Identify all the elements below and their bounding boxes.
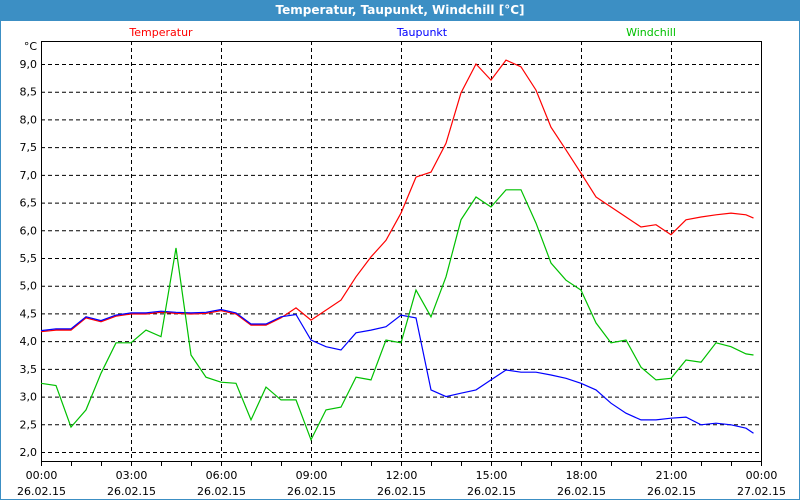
x-tick-time: 12:00 <box>386 469 418 482</box>
legend-taupunkt: Taupunkt <box>396 26 448 39</box>
x-tick-date: 26.02.15 <box>467 485 516 498</box>
x-tick-date: 26.02.15 <box>107 485 156 498</box>
x-tick-time: 21:00 <box>656 469 688 482</box>
axes <box>41 41 762 466</box>
x-tick-date: 26.02.15 <box>377 485 426 498</box>
y-tick-label: 3,0 <box>20 391 38 404</box>
x-tick-time: 00:00 <box>746 469 778 482</box>
y-tick-label: 7,5 <box>20 141 38 154</box>
chart-title: Temperatur, Taupunkt, Windchill [°C] <box>0 0 800 21</box>
x-tick-date: 26.02.15 <box>287 485 336 498</box>
series-lines <box>40 59 754 442</box>
y-tick-label: 5,0 <box>20 280 38 293</box>
tick-labels: 2,0 2,5 3,0 3,5 4,0 4,5 5,0 5,5 6,0 6,5 7,0 7,5 8,0 8… <box>17 40 786 498</box>
legend: Temperatur Taupunkt Windchill <box>128 26 676 39</box>
x-tick-date: 26.02.15 <box>197 485 246 498</box>
y-tick-label: 8,0 <box>20 113 38 126</box>
y-tick-label: 8,5 <box>20 86 38 99</box>
y-tick-label: 4,5 <box>20 307 38 320</box>
x-tick-time: 03:00 <box>116 469 148 482</box>
x-tick-time: 09:00 <box>296 469 328 482</box>
x-tick-time: 06:00 <box>206 469 238 482</box>
x-tick-date: 26.02.15 <box>647 485 696 498</box>
y-axis-unit: °C <box>24 40 38 53</box>
y-tick-label: 4,0 <box>20 335 38 348</box>
grid <box>41 41 761 461</box>
x-tick-date: 26.02.15 <box>557 485 606 498</box>
y-tick-label: 6,0 <box>20 224 38 237</box>
y-tick-label: 9,0 <box>20 58 38 71</box>
x-tick-time: 00:00 <box>26 469 58 482</box>
series-line-temperatur <box>40 59 754 333</box>
x-tick-date: 26.02.15 <box>17 485 66 498</box>
y-tick-label: 3,5 <box>20 363 38 376</box>
legend-temperatur: Temperatur <box>128 26 193 39</box>
x-tick-time: 15:00 <box>476 469 508 482</box>
legend-windchill: Windchill <box>626 26 676 39</box>
y-tick-label: 2,0 <box>20 446 38 459</box>
y-tick-label: 6,5 <box>20 197 38 210</box>
x-tick-date: 27.02.15 <box>737 485 786 498</box>
x-tick-time: 18:00 <box>566 469 598 482</box>
y-tick-label: 5,5 <box>20 252 38 265</box>
y-tick-label: 7,0 <box>20 169 38 182</box>
y-tick-label: 2,5 <box>20 418 38 431</box>
plot-border <box>41 41 762 462</box>
series-line-windchill <box>40 189 754 442</box>
